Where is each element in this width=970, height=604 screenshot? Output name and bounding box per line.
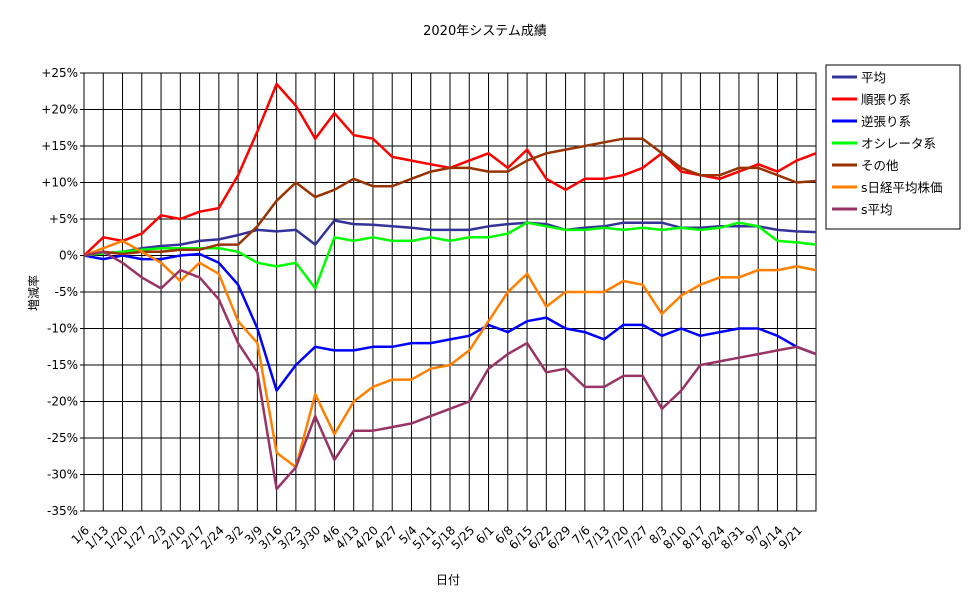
- x-tick-labels: 1/61/131/201/272/32/102/172/243/23/93/16…: [69, 523, 805, 552]
- y-tick-label: -15%: [47, 358, 78, 372]
- x-axis-label: 日付: [436, 573, 460, 587]
- y-tick-label: +20%: [41, 103, 78, 117]
- y-axis-label: 増減率: [26, 275, 41, 311]
- legend-label: 順張り系: [861, 92, 911, 107]
- legend-label: その他: [861, 158, 899, 173]
- y-tick-label: -30%: [47, 468, 78, 482]
- y-tick-labels: +25% +20% +15% +10% +5% 0% -5% -10% -15% -20% -25%…: [41, 66, 78, 518]
- legend-label: 平均: [861, 70, 886, 85]
- series-line: [83, 219, 817, 257]
- grid: [80, 72, 817, 512]
- y-tick-label: -10%: [47, 322, 78, 336]
- y-tick-label: 0%: [59, 249, 78, 263]
- legend-label: オシレータ系: [861, 136, 936, 151]
- legend-label: s日経平均株価: [861, 180, 943, 195]
- series-line: [83, 137, 817, 257]
- y-tick-label: +5%: [49, 212, 78, 226]
- y-tick-label: +15%: [41, 139, 78, 153]
- series-line: [83, 250, 817, 491]
- y-tick-label: -35%: [47, 504, 78, 518]
- x-tick-label: 9/21: [776, 523, 805, 552]
- y-tick-label: -20%: [47, 395, 78, 409]
- y-tick-label: -25%: [47, 431, 78, 445]
- chart-title: 2020年システム成績: [423, 24, 547, 39]
- legend-label: 逆張り系: [861, 114, 911, 129]
- series-line: [83, 252, 817, 392]
- legend-label: s平均: [861, 202, 893, 217]
- y-tick-label: -5%: [55, 285, 78, 299]
- series-line: [83, 239, 817, 469]
- legend-box: [825, 64, 961, 230]
- series-lines: [83, 82, 817, 491]
- y-tick-label: +10%: [41, 176, 78, 190]
- y-tick-label: +25%: [41, 66, 78, 80]
